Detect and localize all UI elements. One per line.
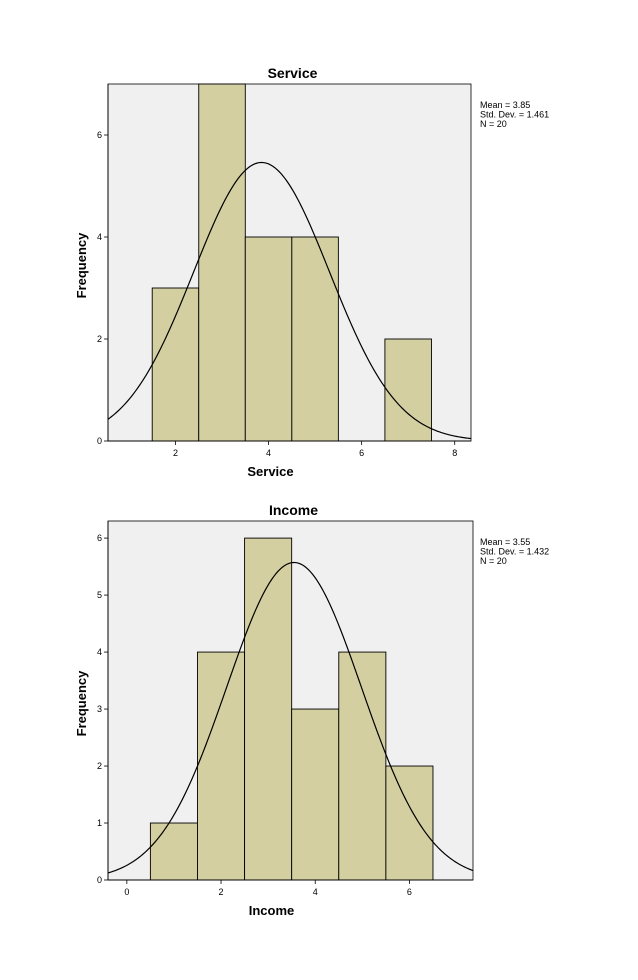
histogram-bar: [149, 822, 198, 881]
normal-curve: [107, 561, 474, 874]
normal-curve: [107, 161, 472, 440]
histogram-bar: [197, 651, 246, 881]
chart-income: Income 0 1 2 3 4 5 6 0 2 4 6 Income Frequency Mean = 3…: [74, 502, 549, 918]
stats-line: Std. Dev. = 1.461: [480, 110, 549, 120]
stats-line: Mean = 3.55: [480, 537, 530, 547]
chart-title: Income: [269, 502, 318, 518]
y-tick-label: 3: [97, 704, 102, 714]
y-tick-label: 0: [97, 436, 102, 446]
chart-title: Service: [268, 65, 318, 81]
x-tick-label: 0: [124, 887, 129, 897]
y-axis-label: Frequency: [74, 670, 89, 737]
histogram-bar: [384, 338, 432, 442]
histogram-bar: [385, 765, 434, 881]
y-tick-label: 1: [97, 818, 102, 828]
histogram-bar: [291, 708, 340, 881]
x-tick-label: 6: [359, 448, 364, 458]
stats-line: Std. Dev. = 1.432: [480, 547, 549, 557]
y-tick-label: 2: [97, 761, 102, 771]
y-tick-label: 5: [97, 590, 102, 600]
stats-line: N = 20: [480, 119, 507, 129]
stats-line: Mean = 3.85: [480, 100, 530, 110]
x-axis-label: Service: [247, 464, 293, 479]
x-tick-label: 2: [219, 887, 224, 897]
y-tick-label: 6: [97, 533, 102, 543]
y-tick-label: 4: [97, 232, 102, 242]
y-tick-label: 6: [97, 130, 102, 140]
y-tick-label: 4: [97, 647, 102, 657]
x-tick-label: 4: [313, 887, 318, 897]
histogram-bar: [151, 287, 200, 442]
histogram-bar: [244, 537, 293, 881]
histogram-bar: [198, 83, 246, 442]
histogram-bar: [244, 236, 293, 442]
x-tick-label: 2: [173, 448, 178, 458]
y-tick-label: 0: [97, 875, 102, 885]
histogram-bar: [338, 651, 387, 881]
stats-line: N = 20: [480, 556, 507, 566]
x-tick-label: 6: [407, 887, 412, 897]
x-axis-label: Income: [249, 903, 295, 918]
x-tick-label: 4: [266, 448, 271, 458]
y-tick-label: 2: [97, 334, 102, 344]
y-axis-label: Frequency: [74, 232, 89, 299]
chart-service: Service 0 2 4 6 2 4 6 8 Service Frequency Mean = 3.…: [74, 65, 549, 479]
histogram-bar: [291, 236, 339, 442]
x-tick-label: 8: [452, 448, 457, 458]
